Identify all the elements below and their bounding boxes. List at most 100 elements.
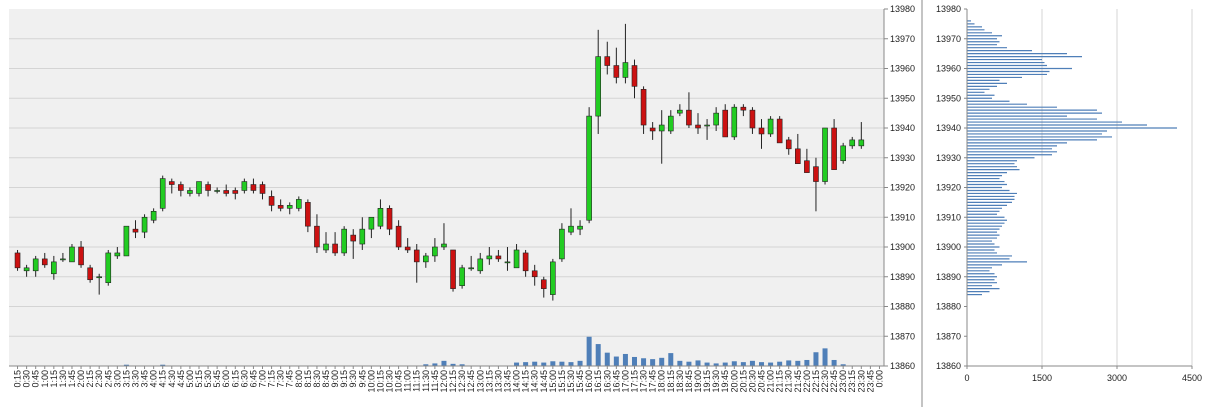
time-tick-label: 15:15 <box>557 370 567 393</box>
volume-bar <box>559 361 565 366</box>
candle-up <box>704 124 710 127</box>
candle-up <box>241 181 248 191</box>
time-tick-label: 21:15 <box>775 370 785 393</box>
candle-down <box>604 56 611 66</box>
time-tick-label: 22:15 <box>811 370 821 393</box>
candle-up <box>96 276 102 279</box>
time-tick-label: 21:00 <box>766 370 776 393</box>
profile-price-tick-label: 13890 <box>936 272 961 282</box>
time-tick-label: 1:45 <box>67 370 77 388</box>
time-tick-label: 12:45 <box>466 370 476 393</box>
time-tick-label: 4:00 <box>149 370 159 388</box>
candle-up <box>849 139 856 147</box>
candle-down <box>41 258 48 266</box>
time-tick-label: 15:00 <box>548 370 558 393</box>
time-tick-label: 13:15 <box>484 370 494 393</box>
volume-bar <box>768 362 774 366</box>
time-tick-label: 22:30 <box>820 370 830 393</box>
volume-bar <box>713 363 719 366</box>
volume-bar <box>650 359 656 366</box>
time-tick-label: 15:30 <box>566 370 576 393</box>
candle-down <box>749 109 756 129</box>
volume-bar <box>604 352 610 366</box>
volume-bar <box>568 362 574 366</box>
volume-bar <box>523 362 529 366</box>
time-tick-label: 5:15 <box>194 370 204 388</box>
candle-down <box>332 243 338 254</box>
time-tick-label: 1:00 <box>40 370 50 388</box>
time-tick-label: 11:15 <box>412 370 422 392</box>
candle-down <box>395 225 402 248</box>
profile-price-tick-label: 13950 <box>936 93 961 103</box>
candle-down <box>87 267 93 281</box>
candle-down <box>314 225 320 248</box>
time-tick-label: 7:45 <box>285 370 295 388</box>
price-tick-label: 13890 <box>890 272 915 282</box>
time-tick-label: 23:15 <box>847 370 857 393</box>
time-tick-label: 18:00 <box>657 370 667 393</box>
time-tick-label: 0:15 <box>13 370 23 388</box>
price-tick-label: 13860 <box>890 361 915 371</box>
profile-price-tick-label: 13880 <box>936 302 961 312</box>
volume-bar <box>731 361 737 366</box>
time-tick-label: 19:30 <box>711 370 721 393</box>
candle-down <box>450 249 456 289</box>
time-tick-label: 4:15 <box>158 370 168 388</box>
price-tick-label: 13960 <box>890 64 915 74</box>
candle-up <box>595 56 602 117</box>
volume-bar <box>641 358 647 366</box>
time-tick-label: 3:45 <box>140 370 150 388</box>
candle-up <box>550 261 556 295</box>
candle-down <box>132 228 139 233</box>
price-tick-label: 13970 <box>890 34 915 44</box>
time-tick-label: 21:30 <box>784 370 794 393</box>
time-tick-label: 10:30 <box>385 370 395 393</box>
time-tick-label: 13:45 <box>502 370 512 393</box>
volume-bar <box>631 356 637 366</box>
candle-up <box>577 225 583 230</box>
candle-down <box>404 246 411 251</box>
price-tick-label: 13920 <box>890 183 915 193</box>
candle-down <box>722 109 729 138</box>
candle-up <box>359 228 366 245</box>
candle-up <box>731 106 738 138</box>
volume-bar <box>622 353 628 366</box>
time-tick-label: 13:30 <box>493 370 503 393</box>
candle-up <box>486 255 493 260</box>
time-tick-label: 8:15 <box>303 370 313 388</box>
profile-price-axis: 13860 13870 13880 13890 13900 13910 13920 13930… <box>936 4 967 371</box>
candle-up <box>51 261 57 275</box>
candle-up <box>822 127 828 182</box>
candle-up <box>513 249 520 269</box>
volume-bar <box>813 352 819 366</box>
candle-down <box>795 148 801 164</box>
time-tick-label: 22:00 <box>802 370 812 393</box>
time-tick-label: 8:45 <box>321 370 331 388</box>
profile-price-tick-label: 13940 <box>936 123 961 133</box>
candle-down <box>640 89 647 126</box>
candle-up <box>60 258 66 261</box>
candle-up <box>559 228 565 260</box>
volume-bar <box>432 363 438 366</box>
time-tick-label: 7:00 <box>258 370 268 388</box>
volume-bar <box>613 356 619 366</box>
price-tick-label: 13900 <box>890 242 915 252</box>
volume-bar <box>759 362 765 366</box>
candle-up <box>323 243 329 251</box>
candle-up <box>713 112 719 126</box>
volume-bar <box>577 360 583 366</box>
time-tick-label: 19:15 <box>702 370 712 393</box>
candle-up <box>477 258 484 272</box>
time-tick-label: 19:45 <box>720 370 730 393</box>
time-tick-label: 2:00 <box>76 370 86 388</box>
time-tick-label: 19:00 <box>693 370 703 393</box>
time-tick-label: 11:30 <box>421 370 431 392</box>
volume-bar <box>840 364 846 366</box>
time-tick-label: 14:15 <box>521 370 531 393</box>
volume-bar <box>786 360 792 366</box>
time-tick-label: 16:00 <box>584 370 594 393</box>
volume-bar <box>668 353 674 366</box>
price-tick-label: 13930 <box>890 153 915 163</box>
time-tick-label: 8:30 <box>312 370 322 388</box>
